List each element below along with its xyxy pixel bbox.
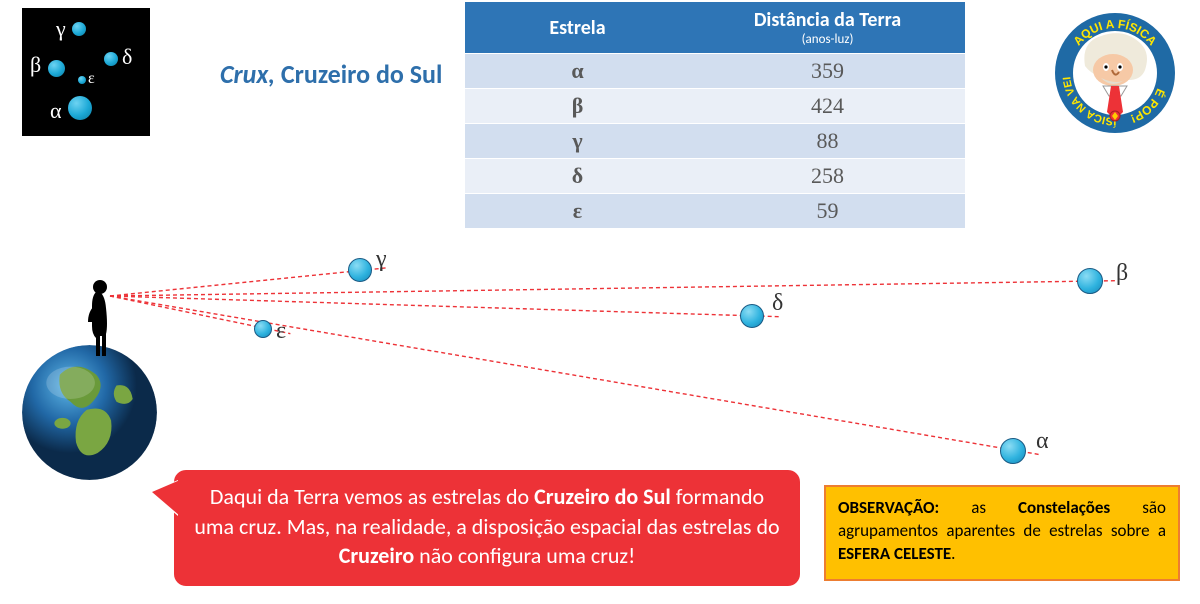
space-label-beta: β [1116,260,1128,287]
brand-logo: AQUI A FÍSICA FÍSICA NA VEIA: É POP! [1050,8,1180,138]
cell-distance: 59 [690,194,965,229]
space-star-gamma [348,258,372,282]
cell-distance: 88 [690,124,965,159]
page-title: Crux, Cruzeiro do Sul [220,58,442,90]
title-rest: Cruzeiro do Sul [275,58,442,90]
thumb-star-gamma [72,22,86,36]
cell-distance: 424 [690,89,965,124]
observation-note: OBSERVAÇÃO: as Constelações são agrupame… [824,485,1180,581]
title-italic: Crux, [220,58,275,90]
space-star-epsilon [254,320,272,338]
space-label-epsilon: ε [276,318,286,345]
thumb-star-beta [48,60,65,77]
sightline-delta [110,296,780,317]
cell-star: ε [465,194,690,229]
cell-star: β [465,89,690,124]
thumb-label: β [30,52,41,78]
table-row: δ258 [465,159,965,194]
cell-star: γ [465,124,690,159]
thumb-label: γ [56,16,66,42]
col-header-star: Estrela [465,2,690,54]
distance-table: Estrela Distância da Terra (anos-luz) α3… [465,2,965,229]
table-row: γ88 [465,124,965,159]
sightline-gamma [110,268,388,296]
space-star-alpha [1000,438,1026,464]
space-label-alpha: α [1036,428,1049,455]
space-star-beta [1077,268,1103,294]
sightline-beta [110,281,1118,296]
cell-distance: 359 [690,54,965,89]
thumb-star-alpha [68,96,92,120]
thumb-star-epsilon [78,76,86,84]
thumb-label: δ [122,44,132,70]
table-row: ε59 [465,194,965,229]
explanation-callout: Daqui da Terra vemos as estrelas do Cruz… [172,468,802,588]
table-row: β424 [465,89,965,124]
cell-star: α [465,54,690,89]
col-header-distance: Distância da Terra (anos-luz) [690,2,965,54]
cell-distance: 258 [690,159,965,194]
thumb-label: α [50,98,62,124]
thumb-star-delta [104,52,118,66]
thumb-label: ε [88,70,95,88]
sightline-alpha [110,296,1041,455]
space-star-delta [740,304,764,328]
earth-globe [22,345,157,480]
crux-thumbnail: γ δ β ε α [22,8,150,136]
table-row: α359 [465,54,965,89]
space-label-delta: δ [772,290,783,317]
cell-star: δ [465,159,690,194]
space-label-gamma: γ [376,246,387,273]
